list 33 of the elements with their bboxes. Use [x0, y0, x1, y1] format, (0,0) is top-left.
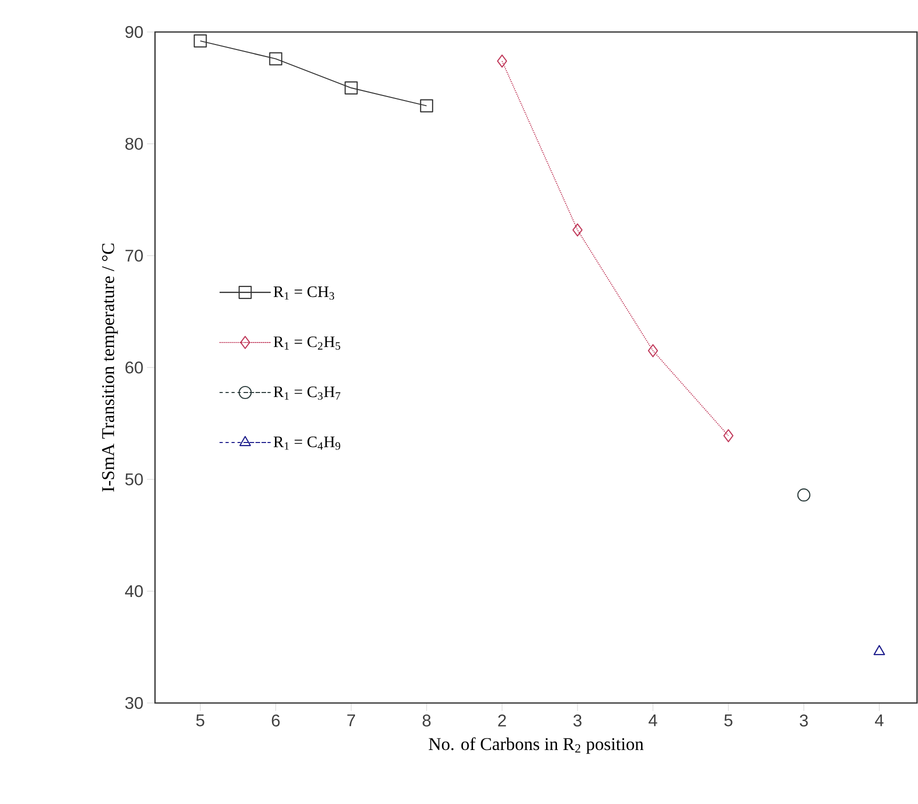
point — [572, 223, 583, 236]
x-tick-label: 3 — [573, 714, 582, 727]
y-tick-label: 50 — [125, 473, 143, 486]
legend-label: R$_{1}$ = CH$_{3}$ — [274, 286, 334, 300]
y-tick-label: 70 — [126, 250, 143, 262]
x-tick-label: 4 — [874, 714, 884, 726]
x-tick-label: 5 — [196, 714, 204, 726]
x-tick-label: 2 — [498, 714, 506, 726]
y-tick-label: 80 — [125, 138, 143, 150]
point — [269, 52, 282, 66]
x-tick-label: 3 — [800, 714, 808, 727]
y-tick-label: 30 — [125, 696, 143, 709]
x-tick-label: 6 — [272, 714, 280, 727]
y-tick-label: 60 — [126, 361, 143, 374]
point — [723, 429, 734, 442]
x-tick-label: 8 — [422, 714, 431, 727]
legend-label: R$_{1}$ = C$_{3}$H$_{7}$ — [274, 386, 340, 400]
x-tick-label: 7 — [347, 714, 356, 726]
y-tick-label: 40 — [125, 585, 143, 598]
x-tick-label: 4 — [648, 714, 658, 726]
point — [194, 34, 207, 48]
point — [648, 344, 658, 358]
y-tick-label: 90 — [125, 26, 143, 38]
legend-label: R$_{1}$ = C$_{4}$H$_{9}$ — [274, 436, 340, 450]
point — [497, 54, 508, 68]
point — [874, 644, 886, 656]
x-tick-label: 5 — [724, 714, 732, 726]
point — [420, 99, 434, 112]
x-axis-title: No. of Carbons in R$_{2}$ position — [428, 737, 644, 754]
point — [344, 81, 358, 94]
y-axis-title: I-SmA Transition temperature / °C — [102, 244, 118, 492]
legend-label: R$_{1}$ = C$_{2}$H$_{5}$ — [274, 336, 340, 350]
point — [797, 488, 810, 502]
